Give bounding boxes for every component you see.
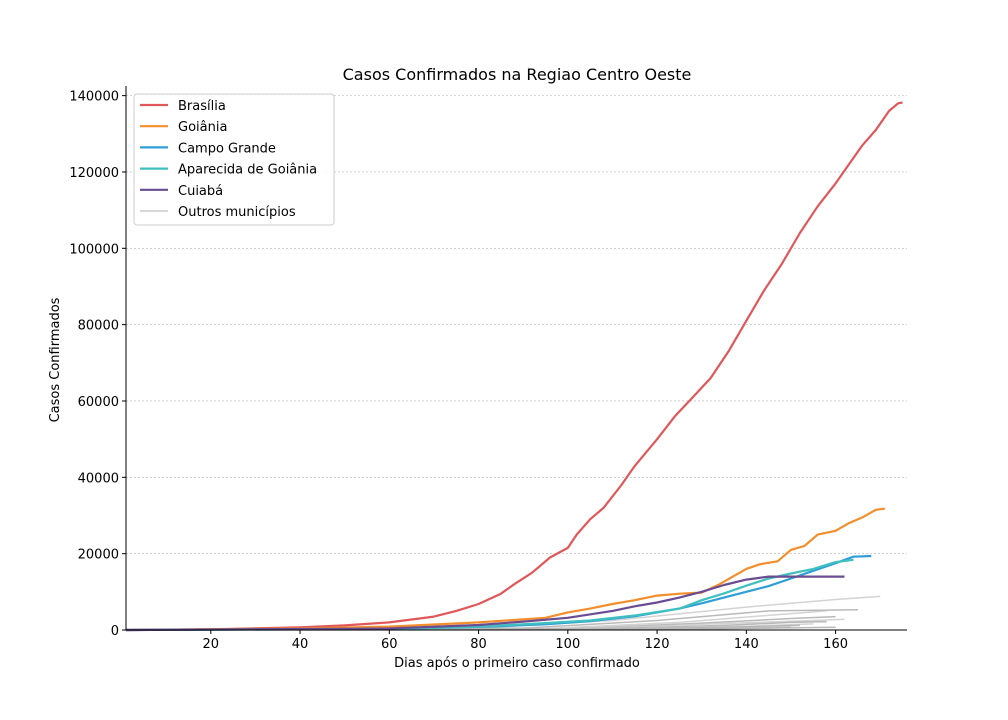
legend-entry-3: Aparecida de Goiânia [178,163,317,178]
y-axis-label: Casos Confirmados [48,297,63,422]
x-axis-label: Dias após o primeiro caso confirmado [394,656,640,671]
legend-entry-1: Goiânia [178,120,227,135]
series-line-4 [125,575,845,632]
legend: Brasília Goiânia Campo Grande Aparecida de … [133,93,335,226]
x-tick-label-1: 40 [292,637,309,652]
y-tick-label-0: 0 [111,624,119,639]
legend-entry-0: Brasília [178,99,226,114]
y-tick-label-7: 140000 [69,90,119,105]
y-axis-ticks: 0 20000 40000 60000 80000 100000 120000 140000 [69,90,126,639]
series-line-1 [125,507,885,632]
x-tick-label-3: 80 [470,637,487,652]
y-tick-label-2: 40000 [78,471,119,486]
x-tick-label-0: 20 [203,637,220,652]
series-layer [125,101,903,632]
x-tick-label-5: 120 [645,637,670,652]
x-axis-ticks: 20 40 60 80 100 120 140 160 [203,630,848,652]
x-tick-label-4: 100 [555,637,580,652]
x-tick-label-7: 160 [823,637,848,652]
y-tick-label-1: 20000 [78,548,119,563]
legend-entry-2: Campo Grande [178,141,276,156]
series-line-3 [125,558,854,632]
y-tick-label-4: 80000 [78,319,119,334]
legend-entry-5: Outros municípios [178,205,296,220]
y-tick-label-5: 100000 [69,242,119,257]
series-line-0 [125,101,903,632]
series-line-2 [125,554,872,632]
legend-entry-4: Cuiabá [178,184,223,199]
y-tick-label-3: 60000 [78,395,119,410]
x-tick-label-2: 60 [381,637,398,652]
legend-box [133,93,335,226]
axes [125,86,907,631]
x-tick-label-6: 140 [734,637,759,652]
chart-title: Casos Confirmados na Regiao Centro Oeste [343,65,692,84]
y-tick-label-6: 120000 [69,166,119,181]
